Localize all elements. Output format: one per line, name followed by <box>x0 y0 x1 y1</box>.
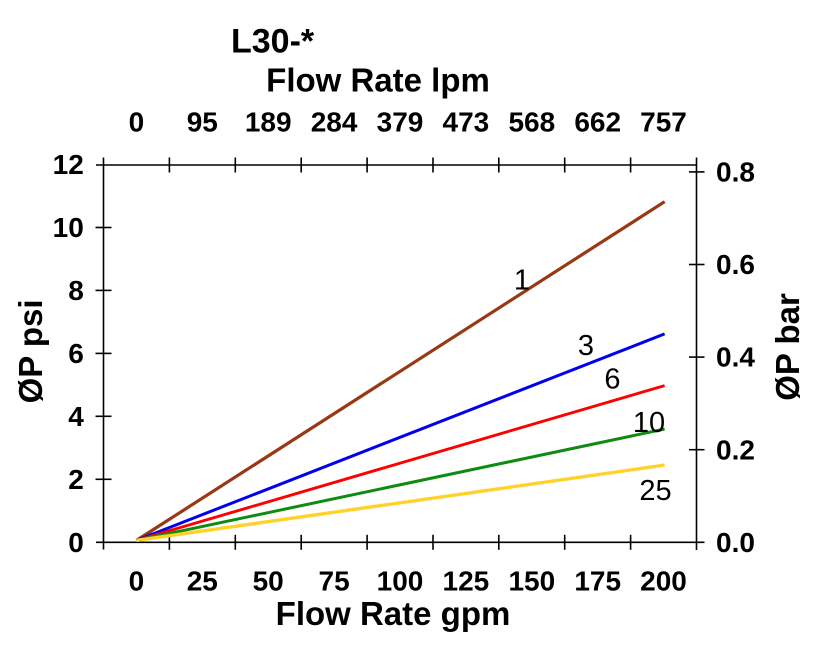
svg-text:10: 10 <box>633 407 665 439</box>
svg-text:189: 189 <box>245 106 292 137</box>
svg-text:200: 200 <box>640 565 687 596</box>
svg-text:95: 95 <box>187 106 218 137</box>
svg-text:3: 3 <box>578 330 594 362</box>
svg-text:25: 25 <box>187 565 218 596</box>
svg-text:75: 75 <box>319 565 350 596</box>
svg-text:0.0: 0.0 <box>716 527 755 558</box>
svg-text:ØP psi: ØP psi <box>12 299 49 403</box>
svg-text:757: 757 <box>640 106 687 137</box>
svg-text:175: 175 <box>574 565 621 596</box>
svg-text:0: 0 <box>68 527 84 558</box>
svg-text:12: 12 <box>53 149 84 180</box>
svg-text:0.6: 0.6 <box>716 249 755 280</box>
svg-text:284: 284 <box>311 106 358 137</box>
svg-text:Flow Rate gpm: Flow Rate gpm <box>276 595 511 632</box>
svg-text:0.2: 0.2 <box>716 434 755 465</box>
svg-text:4: 4 <box>68 401 84 432</box>
svg-text:0.4: 0.4 <box>716 342 755 373</box>
svg-text:125: 125 <box>443 565 490 596</box>
svg-text:ØP bar: ØP bar <box>769 293 806 401</box>
svg-text:0: 0 <box>129 565 145 596</box>
svg-text:0: 0 <box>129 106 145 137</box>
svg-text:568: 568 <box>508 106 555 137</box>
svg-text:50: 50 <box>253 565 284 596</box>
svg-text:10: 10 <box>53 212 84 243</box>
svg-text:L30-*: L30-* <box>231 23 315 61</box>
svg-text:2: 2 <box>68 464 84 495</box>
svg-text:100: 100 <box>377 565 424 596</box>
svg-text:473: 473 <box>443 106 490 137</box>
svg-text:Flow Rate lpm: Flow Rate lpm <box>266 62 490 99</box>
svg-text:6: 6 <box>604 364 620 396</box>
svg-text:379: 379 <box>377 106 424 137</box>
svg-text:8: 8 <box>68 275 84 306</box>
svg-text:25: 25 <box>639 475 671 507</box>
svg-text:6: 6 <box>68 338 84 369</box>
svg-text:0.8: 0.8 <box>716 157 755 188</box>
svg-text:150: 150 <box>508 565 555 596</box>
svg-text:662: 662 <box>574 106 621 137</box>
svg-text:1: 1 <box>514 264 530 296</box>
